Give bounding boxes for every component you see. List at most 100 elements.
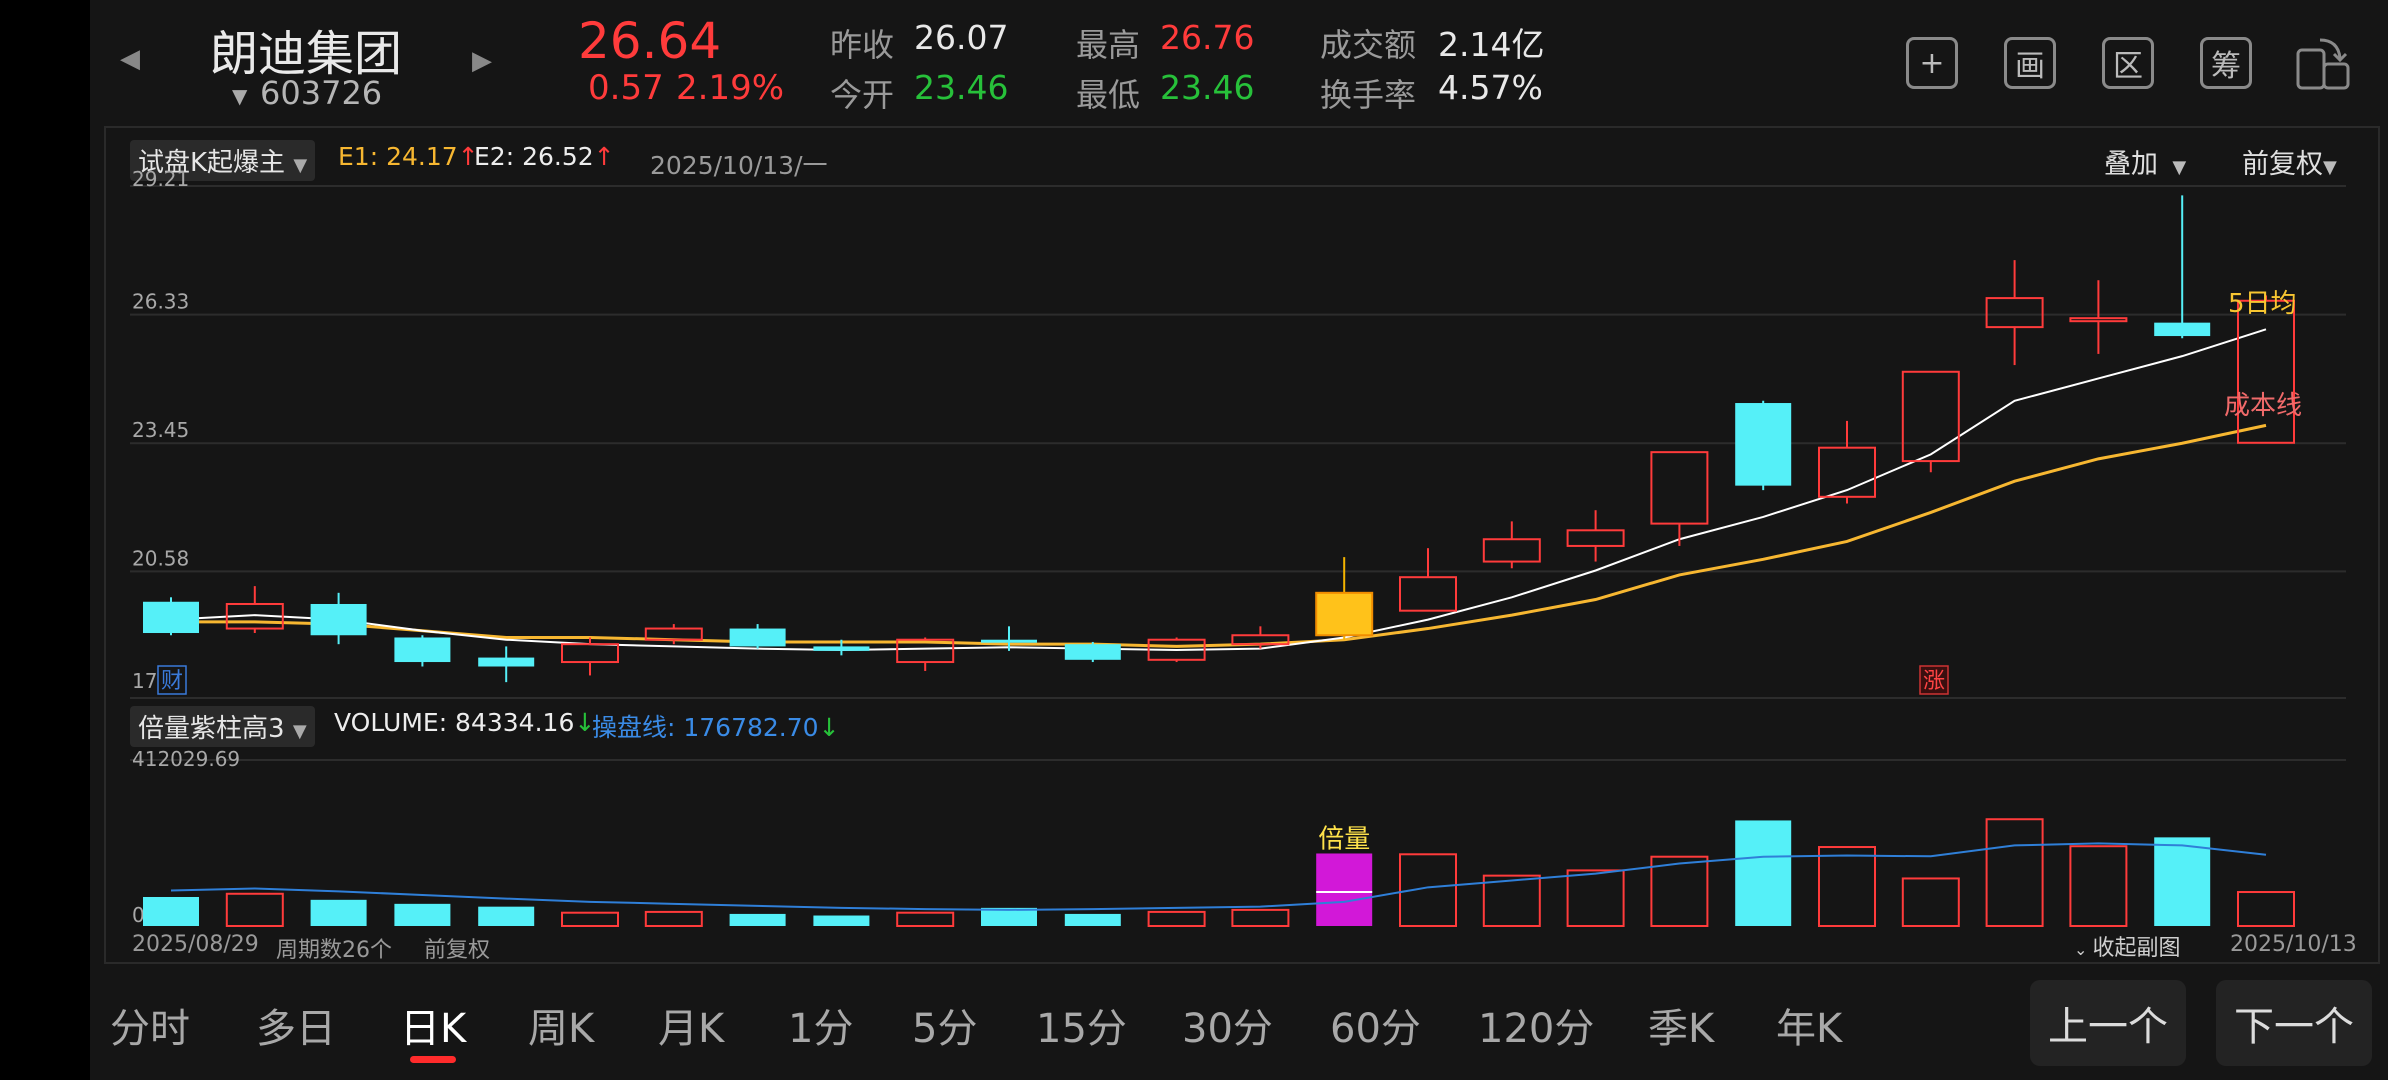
- candle-body: [310, 603, 367, 636]
- collapse-subchart-button[interactable]: ⌄ 收起副图: [2074, 936, 2181, 961]
- y-tick-label: 23.45: [132, 418, 189, 442]
- high-label: 最高: [1076, 26, 1141, 64]
- ma5-label: 5日均: [2228, 289, 2297, 319]
- tab-1[interactable]: 多日: [256, 1006, 336, 1052]
- candle-body: [1818, 446, 1876, 498]
- active-tab-indicator: [410, 1056, 456, 1063]
- candle-body: [1315, 591, 1374, 637]
- volume-bar: [1985, 818, 2044, 927]
- current-price: 26.64: [578, 12, 722, 70]
- low-label: 最低: [1076, 76, 1141, 114]
- volume-bar: [981, 907, 1037, 926]
- candle-body: [394, 637, 451, 663]
- candle-body: [1735, 403, 1792, 486]
- cost-line: [171, 423, 2267, 648]
- volume-bar: [1399, 853, 1457, 928]
- volume-bar: [310, 899, 367, 926]
- open-label: 今开: [830, 76, 895, 114]
- cost-label: 成本线: [2224, 391, 2302, 421]
- turnover-rate-value: 4.57%: [1438, 68, 1543, 107]
- tab-9[interactable]: 60分: [1330, 1006, 1421, 1052]
- y-tick-label: 20.58: [132, 546, 189, 570]
- turnover-label: 成交额: [1320, 26, 1417, 64]
- tab-8[interactable]: 30分: [1182, 1006, 1273, 1052]
- ma5-line: [170, 328, 2267, 651]
- e2-value: E2: 26.52↑: [474, 142, 615, 171]
- tab-11[interactable]: 季K: [1648, 1006, 1715, 1052]
- overlay-dropdown[interactable]: 叠加 ▼: [2104, 149, 2187, 180]
- tab-6[interactable]: 5分: [912, 1006, 978, 1052]
- candle-body: [1147, 638, 1206, 661]
- prev-stock-arrow[interactable]: ◀: [120, 44, 140, 74]
- volume-bar: [1147, 910, 1206, 927]
- rotate-screen-button[interactable]: [2294, 34, 2352, 92]
- prev-button-label: 上一个: [2048, 1004, 2168, 1050]
- next-button[interactable]: 下一个: [2216, 980, 2372, 1066]
- draw-button[interactable]: 画: [2004, 37, 2056, 89]
- candle-body: [981, 639, 1037, 643]
- volume-bar: [2154, 837, 2211, 926]
- volume-value: VOLUME: 84334.16↓: [334, 708, 596, 737]
- low-value: 23.46: [1160, 68, 1255, 107]
- tab-7[interactable]: 15分: [1036, 1006, 1127, 1052]
- tab-4[interactable]: 月K: [658, 1006, 725, 1052]
- main-indicator-selector[interactable]: 试盘K起爆主 ▼: [130, 140, 316, 181]
- range-button[interactable]: 区: [2102, 37, 2154, 89]
- high-value: 26.76: [1160, 18, 1255, 57]
- add-watchlist-button[interactable]: +: [1906, 37, 1958, 89]
- rotate-screen-icon: [2296, 38, 2350, 90]
- sub-indicator-selector[interactable]: 倍量紫柱高3 ▼: [130, 706, 315, 747]
- candle-body: [2154, 322, 2211, 337]
- volume-bar: [1064, 913, 1121, 926]
- candle-body: [1231, 634, 1290, 646]
- tab-2[interactable]: 日K: [400, 1006, 467, 1052]
- tab-12[interactable]: 年K: [1776, 1006, 1843, 1052]
- candle-body: [1650, 451, 1709, 525]
- open-value: 23.46: [914, 68, 1009, 107]
- volume-bar: [1901, 877, 1960, 927]
- stock-detail-panel: [90, 0, 2388, 1080]
- start-date: 2025/08/29: [132, 932, 259, 957]
- chart-container[interactable]: [104, 126, 2380, 964]
- footer-adjust: 前复权: [424, 938, 491, 963]
- code-dropdown-icon[interactable]: ▼: [232, 84, 248, 108]
- volume-bar: [478, 906, 535, 926]
- candle-body: [1482, 538, 1541, 563]
- volume-bar: [1482, 874, 1541, 927]
- candle-body: [1901, 370, 1960, 463]
- adjust-dropdown[interactable]: 前复权▼: [2242, 149, 2337, 180]
- y-tick-label: 29.21: [132, 167, 189, 191]
- badge-fin: 财: [161, 669, 183, 694]
- tab-5[interactable]: 1分: [788, 1006, 854, 1052]
- next-stock-arrow[interactable]: ▶: [472, 46, 492, 76]
- tab-3[interactable]: 周K: [528, 1006, 595, 1052]
- volume-bar: [644, 910, 703, 927]
- vol-ymax-label: 412029.69: [132, 747, 240, 771]
- draw-label: 画: [2015, 49, 2045, 84]
- tab-10[interactable]: 120分: [1478, 1006, 1595, 1052]
- candle-body: [143, 601, 199, 634]
- volume-bar: [561, 911, 619, 927]
- chips-button[interactable]: 筹: [2200, 37, 2252, 89]
- candle-body: [1064, 644, 1121, 660]
- chips-label: 筹: [2211, 49, 2241, 84]
- candle-body: [225, 602, 284, 630]
- volume-bar: [2069, 845, 2128, 928]
- volume-bar: [1650, 855, 1709, 928]
- plus-square-icon: +: [1919, 45, 1945, 81]
- candle-body: [896, 638, 955, 664]
- candle-body: [644, 627, 703, 641]
- turnover-rate-label: 换手率: [1320, 76, 1417, 114]
- price-change: 0.57: [588, 68, 664, 108]
- chart-date: 2025/10/13/一: [650, 151, 828, 180]
- candle-body: [2069, 317, 2128, 323]
- candle-body: [813, 646, 870, 651]
- price-change-pct: 2.19%: [676, 68, 785, 108]
- volume-bar: [1231, 908, 1290, 927]
- prev-button[interactable]: 上一个: [2030, 980, 2186, 1066]
- volume-bar: [1316, 853, 1373, 926]
- tab-0[interactable]: 分时: [110, 1006, 190, 1052]
- volume-bar: [2237, 891, 2295, 927]
